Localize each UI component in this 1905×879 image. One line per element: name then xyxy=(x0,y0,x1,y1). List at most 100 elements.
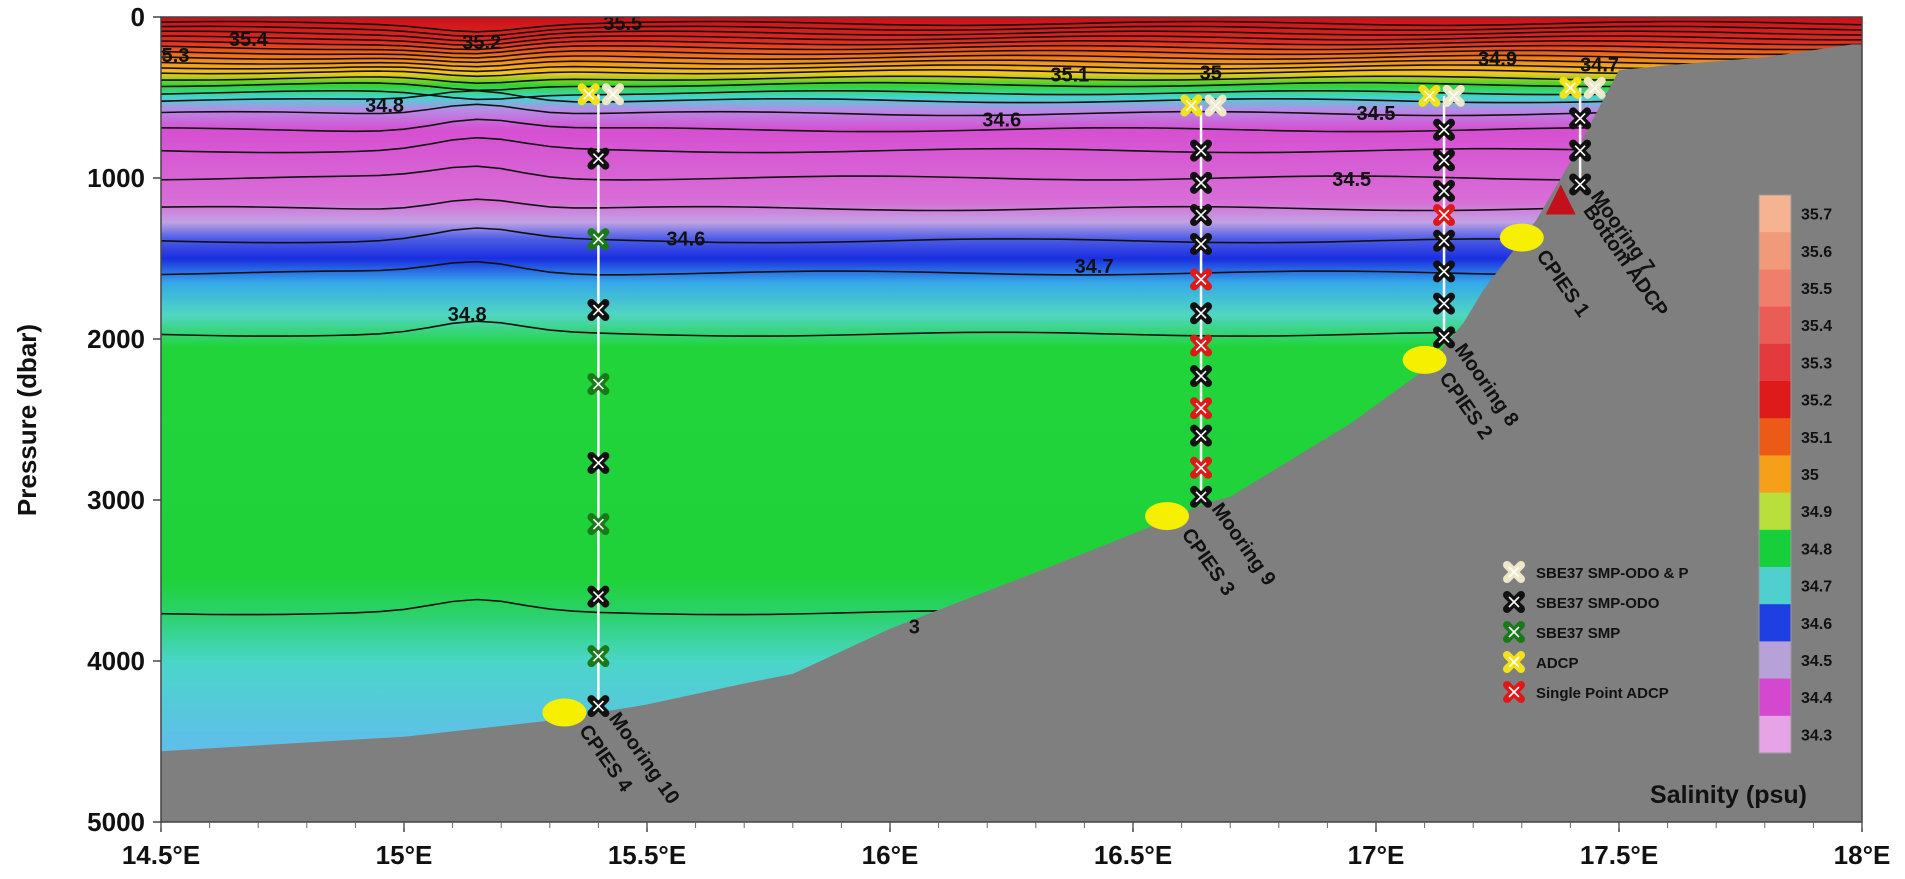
instrument-markers xyxy=(577,76,1606,718)
instrument-marker xyxy=(601,83,624,106)
instrument-marker xyxy=(587,513,610,536)
legend-label: Single Point ADCP xyxy=(1536,685,1669,702)
marker-highlight xyxy=(583,88,595,100)
instrument-marker xyxy=(1433,229,1456,252)
contour-line xyxy=(161,81,1862,92)
colorbar-swatch xyxy=(1759,269,1791,308)
marker-highlight xyxy=(592,153,604,165)
legend-label: SBE37 SMP-ODO & P xyxy=(1536,565,1689,582)
marker-highlight xyxy=(1195,339,1207,352)
colorbar-swatch xyxy=(1759,381,1791,419)
marker-highlight xyxy=(592,650,604,662)
contour-label: 34.5 xyxy=(1332,169,1371,191)
y-tick-label: 4000 xyxy=(87,646,145,676)
marker-highlight xyxy=(1508,686,1520,698)
contour-label: 5.3 xyxy=(162,45,190,67)
marker-highlight xyxy=(1508,626,1520,638)
marker-highlight xyxy=(1195,209,1207,221)
marker-highlight xyxy=(1210,99,1222,112)
contour-line xyxy=(161,44,1862,55)
contour-label: 3 xyxy=(909,617,920,639)
instrument-marker xyxy=(587,451,610,474)
colorbar-tick-label: 35.3 xyxy=(1801,355,1832,372)
contour-label: 35.2 xyxy=(462,32,501,54)
legend-marker xyxy=(1503,681,1525,703)
x-tick-label: 14.5°E xyxy=(122,840,200,870)
bathymetry-seafloor xyxy=(161,44,1862,822)
contour-label: 34.8 xyxy=(448,304,487,326)
contour-label: 35.1 xyxy=(1050,64,1089,86)
colorbar-swatch xyxy=(1759,418,1791,456)
marker-highlight xyxy=(1574,178,1586,191)
marker-highlight xyxy=(607,88,619,100)
instrument-marker xyxy=(1190,456,1213,479)
marker-highlight xyxy=(1195,370,1207,382)
marker-highlight xyxy=(1438,235,1450,247)
marker-highlight xyxy=(1508,596,1520,608)
instrument-marker xyxy=(1569,173,1592,196)
marker-highlight xyxy=(1195,462,1207,474)
marker-highlight xyxy=(592,304,604,316)
contour-line xyxy=(161,54,1862,64)
colorbar-tick-label: 34.7 xyxy=(1801,579,1832,596)
marker-highlight xyxy=(1195,430,1207,442)
contour-line xyxy=(161,59,1862,68)
contour-line xyxy=(161,39,1862,51)
instrument-marker xyxy=(1190,365,1213,388)
instrument-marker xyxy=(587,695,610,718)
marker-highlight xyxy=(592,378,604,390)
colorbar-tick-label: 34.9 xyxy=(1801,504,1832,521)
contour-labels: 35.5 35.4 5.3 35.2 35.1 35 34.9 34.7 34.8 34.6 34.… xyxy=(162,17,1619,639)
instrument-marker xyxy=(1190,397,1213,420)
colorbar-tick-label: 34.6 xyxy=(1801,616,1832,633)
legend-label: SBE37 SMP-ODO xyxy=(1536,595,1660,612)
colorbar-swatch xyxy=(1759,641,1791,680)
contour-label: 34.6 xyxy=(666,229,705,251)
legend-label: ADCP xyxy=(1536,655,1579,672)
colorbar-swatch xyxy=(1759,455,1791,494)
contour-label: 34.7 xyxy=(1580,55,1619,77)
marker-highlight xyxy=(592,700,604,712)
x-tick-label: 16°E xyxy=(862,840,919,870)
instrument-marker xyxy=(1559,76,1582,99)
marker-highlight xyxy=(1574,112,1586,124)
instrument-marker xyxy=(1569,107,1592,130)
marker-highlight xyxy=(1423,90,1436,102)
marker-highlight xyxy=(1574,145,1586,157)
instrument-marker xyxy=(1442,84,1465,107)
contour-line xyxy=(161,118,1862,133)
colorbar-swatch xyxy=(1759,492,1791,531)
cpies-marker xyxy=(1145,502,1190,531)
marker-highlight xyxy=(1589,82,1601,94)
instrument-marker xyxy=(1190,171,1213,194)
marker-highlight xyxy=(1195,177,1207,189)
contour-line xyxy=(161,68,1862,78)
instrument-marker xyxy=(1433,149,1456,172)
instrument-marker xyxy=(1180,94,1203,117)
colorbar-swatch xyxy=(1759,604,1791,642)
marker-highlight xyxy=(1438,331,1450,343)
y-axis-ticks: 0 1000 2000 3000 4000 5000 xyxy=(87,2,161,837)
colorbar-tick-label: 34.3 xyxy=(1801,727,1832,744)
colorbar-swatch xyxy=(1759,232,1791,270)
colorbar-swatch xyxy=(1759,567,1791,605)
x-tick-label: 15°E xyxy=(376,840,433,870)
x-axis-ticks: 14.5°E 15°E 15.5°E 16°E 16.5°E 17°E 17.5°E 18°E xyxy=(122,822,1890,870)
contour-label: 35 xyxy=(1200,63,1222,85)
cpies-marker xyxy=(542,698,587,727)
x-tick-label: 17°E xyxy=(1348,840,1405,870)
marker-highlight xyxy=(1185,99,1197,112)
marker-highlight xyxy=(1438,124,1450,136)
colorbar-swatch xyxy=(1759,678,1791,717)
instrument-marker xyxy=(577,83,600,106)
contour-line xyxy=(161,30,1862,42)
instrument-marker xyxy=(1418,84,1441,107)
cpies-marker xyxy=(1402,345,1447,374)
marker-highlight xyxy=(1195,145,1207,157)
colorbar-tick-label: 35.2 xyxy=(1801,393,1832,410)
colorbar-swatch xyxy=(1759,715,1791,754)
colorbar-swatch xyxy=(1759,195,1791,233)
marker-highlight xyxy=(1438,265,1450,277)
contour-label: 34.6 xyxy=(982,109,1021,131)
legend-marker xyxy=(1503,651,1525,673)
